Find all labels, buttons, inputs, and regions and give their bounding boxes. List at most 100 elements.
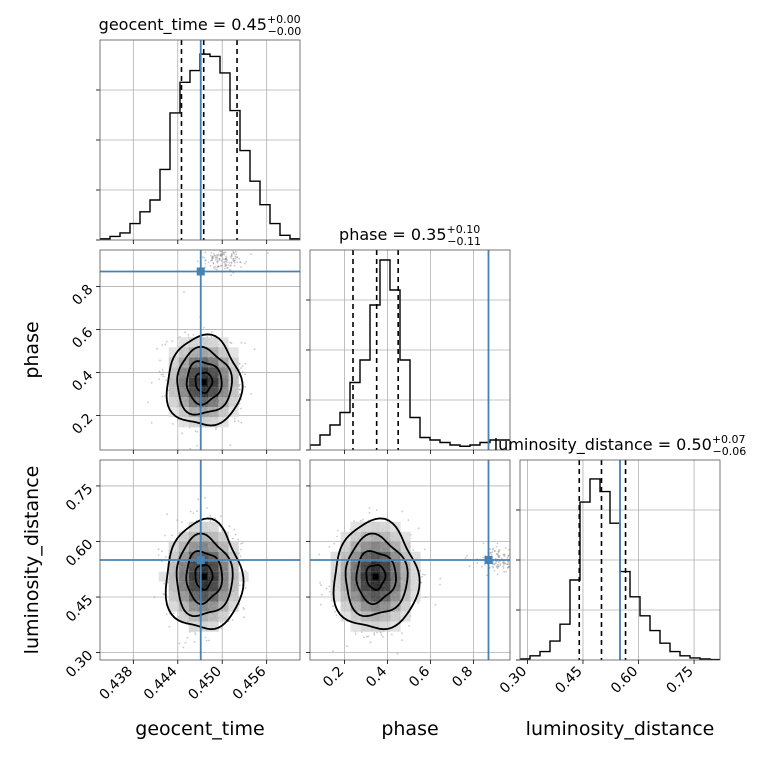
panel-frame [309,249,511,451]
sample-point [227,264,230,266]
sample-point [214,254,217,257]
sample-point [240,407,243,410]
density-cell [370,601,381,612]
sample-point [401,639,404,642]
sample-point [187,333,190,336]
sample-point [220,264,222,267]
density-cell [380,531,391,542]
density-cell [178,601,189,612]
sample-point [238,388,241,391]
density-cell [228,387,239,398]
sample-point [422,573,424,576]
sample-point [219,254,221,257]
sample-point [178,642,181,645]
density-cell [168,397,179,408]
sample-point [234,257,237,260]
density-cell [188,621,199,632]
sample-point [233,261,236,264]
sample-point [489,548,492,550]
sample-point [507,565,510,568]
sample-point [239,555,242,558]
sample-point [196,510,198,513]
sample-point [232,251,235,254]
sample-point [482,556,485,559]
density-cell [228,541,239,552]
sample-point [211,257,214,260]
density-cell [208,387,219,398]
density-cell [208,417,219,428]
contour-level [164,517,245,631]
sample-point [234,259,236,262]
sample-point [243,262,246,265]
sample-point [226,266,229,269]
sample-point [217,265,220,268]
sample-point [181,432,183,435]
panel-frame [99,249,301,451]
density-cell [168,551,179,562]
sample-point [223,251,226,254]
sample-point [184,641,187,644]
sample-point [216,266,219,269]
sample-point [496,573,499,576]
sample-point [244,362,247,365]
sample-point [232,250,235,253]
sample-point [184,331,186,334]
sample-point [229,265,232,267]
density-cell [208,561,219,572]
sample-point [493,562,496,565]
sample-point [220,255,223,258]
sample-point [217,254,220,256]
sample-point [516,544,518,546]
sample-point [172,612,175,615]
sample-point [194,633,197,636]
sample-point [494,550,497,552]
panel-phase-vs-geocent_time: 0.2 0.4 0.6 0.8 phase [21,249,301,454]
title-value: phase = 0.35 [339,225,446,244]
density-cell [178,347,189,358]
density-cell [168,367,179,378]
sample-point [239,393,241,395]
y-tick-label: 0.45 [63,592,96,625]
sample-point [204,496,206,499]
sample-point [239,389,241,391]
contour-level [194,371,214,395]
sample-point [498,549,500,552]
sample-point [216,261,219,264]
panel-frame [99,459,301,661]
sample-point [206,507,208,509]
density-cell [370,551,381,562]
sample-point [221,253,224,256]
density-cell [390,611,401,622]
x-tick-label: 0.60 [608,664,641,697]
panel-frame [519,459,721,661]
panel-phase-vs-phase: phase = 0.35+0.10 −0.11 [306,223,511,454]
sample-point [491,548,494,551]
density-cell [168,347,179,358]
truth-point [484,556,493,564]
x-tick-label: 0.444 [141,663,181,703]
sample-point [171,340,174,343]
density-cell [178,531,189,542]
sample-point [224,265,227,267]
sample-point [502,567,505,569]
density-cell [400,561,411,572]
truth-point [196,267,205,276]
sample-point [493,563,495,566]
sample-point [516,565,518,567]
sample-point [211,257,214,259]
sample-point [319,603,322,606]
sample-point [224,264,227,267]
title-luminosity_distance: luminosity_distance = 0.50+0.07 −0.06 [494,433,747,458]
sample-point [217,265,219,268]
density-cell [228,601,239,612]
sample-point [214,265,217,268]
sample-point [362,518,364,521]
sample-point [210,259,212,262]
x-tick-label: 0.450 [185,664,225,704]
density-cell [188,377,199,388]
sample-point [209,265,212,267]
sample-point [439,583,441,586]
density-cell [330,551,341,562]
sample-point [328,546,331,548]
x-tick-label: 0.8 [449,664,476,691]
